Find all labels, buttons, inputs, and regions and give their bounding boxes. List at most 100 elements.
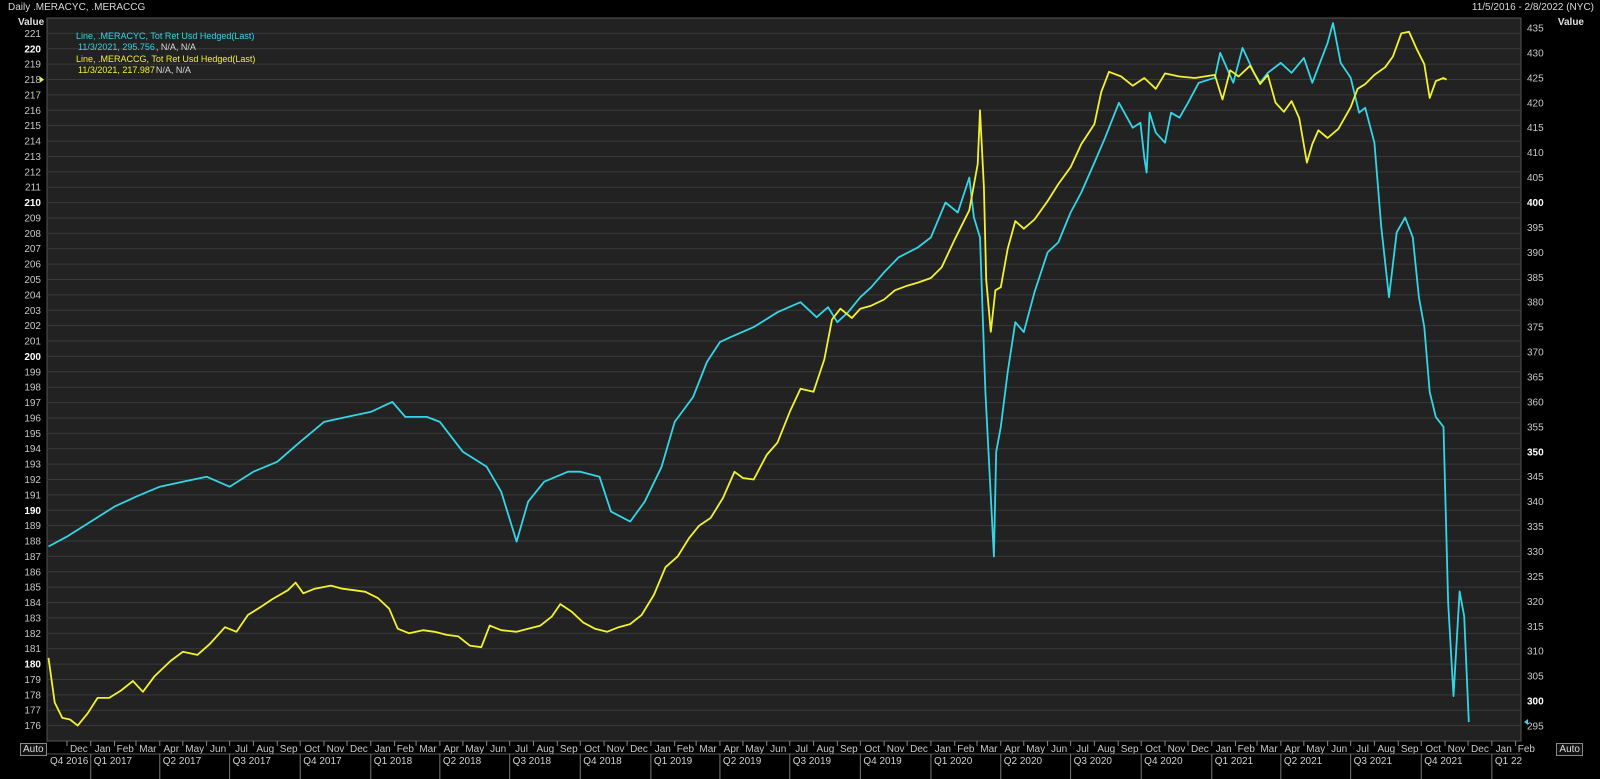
quarter-label: Q4 2016 [50,756,89,767]
right-axis-tick-label: 365 [1527,373,1544,384]
month-label: Jun [210,744,226,755]
date-range: 11/5/2016 - 2/8/2022 (NYC) [1471,2,1594,13]
quarter-label: Q1 2020 [934,756,973,767]
right-axis-tick-label: 305 [1527,672,1544,683]
left-axis-tick-label: 191 [24,490,41,501]
left-axis-tick-label: 204 [24,290,41,301]
left-axis-tick-label: 188 [24,537,41,548]
left-axis-tick-label: 205 [24,275,41,286]
month-label: Dec [910,744,928,755]
right-axis-tick-label: 410 [1527,148,1544,159]
month-label: Jun [490,744,506,755]
right-axis-tick-label: 380 [1527,298,1544,309]
month-label: Jul [1076,744,1089,755]
month-label: Jul [795,744,808,755]
quarter-axis: Q4 2016 Q1 2017 Q2 2017 Q3 2017 Q4 2017 Q1 20… [50,754,1523,779]
right-axis-tick-label: 295 [1527,722,1544,733]
chart-title: Daily .MERACYC, .MERACCG [8,2,146,13]
last-value-marker-cyc [1524,719,1528,726]
left-axis-tick-label: 199 [24,367,41,378]
right-axis-tick-label: 300 [1527,697,1544,708]
auto-scale-right-button[interactable]: Auto [1556,743,1583,756]
quarter-label: Q1 2021 [1215,756,1254,767]
left-axis-tick-label: 209 [24,213,41,224]
month-label: Apr [1004,744,1020,755]
left-axis-tick-label: 201 [24,337,41,348]
quarter-label: Q1 2017 [94,756,133,767]
left-axis-tick-label: 210 [24,198,41,209]
month-label: Mar [980,744,998,755]
month-label: Oct [584,744,600,755]
left-axis-tick-label: 193 [24,460,41,471]
right-axis-tick-label: 385 [1527,273,1544,284]
left-axis-tick-label: 190 [24,506,41,517]
month-label: Aug [256,744,274,755]
auto-scale-left-button[interactable]: Auto [20,743,47,756]
plot-area [46,17,1522,742]
quarter-label: Q2 2019 [723,756,762,767]
month-label: Feb [397,744,415,755]
right-axis-tick-label: 355 [1527,422,1544,433]
quarter-label: Q1 2019 [654,756,693,767]
quarter-label: Q4 2020 [1144,756,1183,767]
left-axis-tick-label: 187 [24,552,41,563]
left-axis-tick-label: 179 [24,675,41,686]
left-axis-tick-label: 198 [24,383,41,394]
left-axis-tick-label: 221 [24,29,41,40]
legend-series-label: Line, .MERACYC, Tot Ret Usd Hedged(Last) [76,31,254,41]
left-axis-tick-label: 196 [24,413,41,424]
left-axis-tick-label: 217 [24,90,41,101]
left-axis-tick-label: 203 [24,306,41,317]
month-label: Apr [724,744,740,755]
right-axis-tick-label: 430 [1527,48,1544,59]
right-axis-tick-label: 425 [1527,73,1544,84]
right-axis-tick-label: 370 [1527,348,1544,359]
right-axis-tick-label: 325 [1527,572,1544,583]
month-label: Feb [957,744,975,755]
left-axis-tick-label: 183 [24,613,41,624]
left-axis-tick-label: 195 [24,429,41,440]
month-label: Jul [515,744,528,755]
left-axis-tick-label: 185 [24,583,41,594]
right-axis-tick-label: 435 [1527,23,1544,34]
legend: Line, .MERACYC, Tot Ret Usd Hedged(Last)… [76,31,255,75]
month-label: Feb [677,744,695,755]
series-line-meracyc [48,22,1470,723]
right-axis-tick-label: 375 [1527,323,1544,334]
left-axis-tick-label: 212 [24,167,41,178]
quarter-label: Q4 2019 [863,756,902,767]
month-label: Jan [375,744,391,755]
last-value-marker-ccg [40,76,44,83]
left-axis-tick-label: 208 [24,229,41,240]
month-label: Mar [419,744,437,755]
month-label: Jan [1216,744,1232,755]
quarter-label: Q2 2018 [443,756,482,767]
right-axis-tick-label: 350 [1527,447,1544,458]
month-label: May [745,744,764,755]
month-label: Mar [1260,744,1278,755]
right-axis-tick-label: 360 [1527,397,1544,408]
left-axis-label: Value [18,17,45,28]
month-label: Feb [1238,744,1256,755]
month-label: Mar [139,744,157,755]
month-label: Apr [164,744,180,755]
right-axis-ticks: 295 300 305 310 315 320 325 330 335 340 345 350 355 3… [1527,23,1544,732]
legend-last-value: 11/3/2021, 295.756 [78,42,155,52]
month-label: Jul [1356,744,1369,755]
quarter-label: Q4 2021 [1424,756,1463,767]
month-label: May [465,744,484,755]
left-axis-tick-label: 211 [25,183,41,194]
right-axis-tick-label: 330 [1527,547,1544,558]
month-label: Jul [235,744,248,755]
right-axis-tick-label: 390 [1527,248,1544,259]
month-label: Apr [444,744,460,755]
left-axis-tick-label: 219 [24,60,41,71]
month-label: Nov [1448,744,1466,755]
month-label: Jan [655,744,671,755]
left-axis-tick-label: 202 [24,321,41,332]
left-axis-tick-label: 216 [24,106,41,117]
month-label: Jan [1496,744,1512,755]
right-axis-tick-label: 340 [1527,497,1544,508]
left-axis-tick-label: 200 [24,352,41,363]
